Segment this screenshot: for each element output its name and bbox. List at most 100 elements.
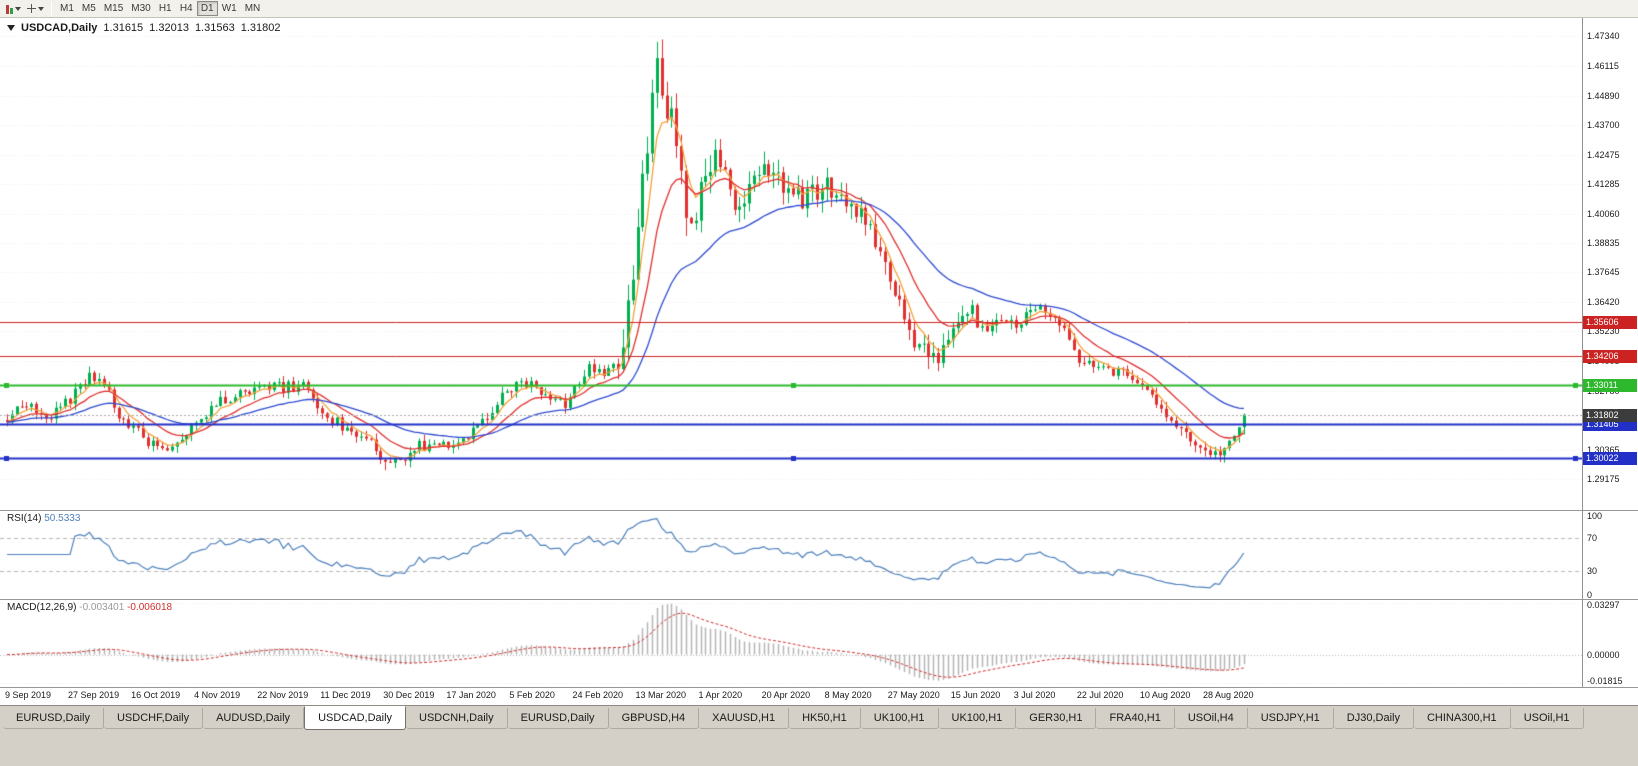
tab-usoil-h1[interactable]: USOil,H1 (1510, 708, 1584, 729)
current-price-badge: 1.31802 (1583, 408, 1637, 422)
tab-ger30-h1[interactable]: GER30,H1 (1016, 708, 1097, 729)
chevron-down-icon (15, 6, 21, 11)
date-axis-label: 11 Dec 2019 (320, 690, 371, 700)
tab-usdcad-daily[interactable]: USDCAD,Daily (304, 706, 407, 730)
tab-uk100-h1[interactable]: UK100,H1 (860, 708, 939, 729)
price-axis-label: 1.40060 (1587, 208, 1620, 219)
date-axis-label: 10 Aug 2020 (1139, 690, 1191, 700)
tab-xauusd-h1[interactable]: XAUUSD,H1 (699, 708, 790, 729)
symbol-marker-icon (7, 25, 15, 31)
tab-dj30-daily[interactable]: DJ30,Daily (1333, 708, 1414, 729)
date-axis-label: 27 May 2020 (887, 690, 940, 700)
date-axis-label: 22 Jul 2020 (1076, 690, 1124, 700)
timeframe-button-d1[interactable]: D1 (196, 1, 218, 16)
timeframe-button-m15[interactable]: M15 (103, 3, 124, 14)
tab-china300-h1[interactable]: CHINA300,H1 (1413, 708, 1511, 729)
rsi-axis-label: 0 (1587, 590, 1593, 600)
symbol-label: USDCAD,Daily (21, 22, 98, 34)
date-axis-label: 5 Feb 2020 (509, 690, 555, 700)
rsi-axis-label: 70 (1587, 533, 1598, 544)
macd-value-signal: -0.006018 (127, 602, 173, 613)
price-axis-label: 1.42475 (1587, 149, 1620, 160)
ohlc-low: 1.31563 (194, 22, 235, 34)
price-axis-label: 1.44890 (1587, 90, 1620, 101)
date-axis-label: 13 Mar 2020 (635, 690, 687, 700)
ohlc-open: 1.31615 (103, 22, 144, 34)
price-line-badge: 1.35606 (1583, 316, 1637, 329)
macd-panel-separator[interactable] (0, 599, 1638, 600)
tab-eurusd-daily[interactable]: EURUSD,Daily (3, 708, 104, 729)
timeframe-button-m30[interactable]: M30 (131, 3, 151, 14)
tab-uk100-h1[interactable]: UK100,H1 (938, 708, 1017, 729)
date-axis-label: 27 Sep 2019 (68, 690, 120, 700)
price-axis-label: 1.29175 (1587, 473, 1620, 484)
timeframe-button-h1[interactable]: H1 (158, 3, 172, 14)
price-axis-label: 1.41285 (1587, 178, 1620, 189)
rsi-axis-label: 100 (1587, 511, 1603, 521)
macd-axis-label: -0.01815 (1587, 676, 1623, 686)
price-axis-label: 1.38835 (1587, 238, 1620, 249)
price-axis-label: 1.46115 (1587, 61, 1619, 72)
tab-eurusd-daily[interactable]: EURUSD,Daily (507, 708, 609, 729)
rsi-panel-separator[interactable] (0, 510, 1638, 511)
price-axis-label: 1.35230 (1587, 326, 1620, 337)
chevron-down-icon (38, 6, 44, 11)
rsi-title: RSI(14) (7, 513, 42, 524)
chart-type-button[interactable] (3, 1, 24, 16)
price-axis-label: 1.43700 (1587, 119, 1620, 130)
tab-audusd-daily[interactable]: AUDUSD,Daily (203, 708, 305, 729)
timeframe-button-mn[interactable]: MN (244, 3, 261, 14)
chart-window: USDCAD,Daily 1.31615 1.32013 1.31563 1.3… (0, 18, 1638, 705)
tab-hk50-h1[interactable]: HK50,H1 (789, 708, 861, 729)
date-axis-label: 3 Jul 2020 (1013, 690, 1056, 700)
toolbar-separator (51, 2, 52, 15)
price-chart-canvas[interactable] (0, 18, 1582, 687)
macd-title: MACD(12,26,9) (7, 602, 77, 613)
price-axis-label: 1.37645 (1587, 267, 1620, 278)
date-axis-label: 4 Nov 2019 (194, 690, 241, 700)
price-axis-label: 1.47340 (1587, 31, 1620, 42)
tab-usdchf-daily[interactable]: USDCHF,Daily (103, 708, 204, 729)
rsi-axis-label: 30 (1587, 565, 1598, 576)
tab-usdjpy-h1[interactable]: USDJPY,H1 (1247, 708, 1334, 729)
ohlc-close: 1.31802 (240, 22, 281, 34)
macd-value-main: -0.003401 (79, 602, 125, 613)
date-axis-label: 24 Feb 2020 (572, 690, 623, 700)
date-axis-label: 22 Nov 2019 (257, 690, 309, 700)
chart-header: USDCAD,Daily 1.31615 1.32013 1.31563 1.3… (7, 22, 280, 34)
price-line-badge: 1.30022 (1583, 451, 1637, 465)
tab-usoil-h4[interactable]: USOil,H4 (1174, 708, 1248, 729)
timeframe-toolbar: M1 M5 M15 M30 H1 H4 D1 W1 MN (0, 0, 1638, 18)
date-axis-label: 28 Aug 2020 (1202, 690, 1254, 700)
tab-gbpusd-h4[interactable]: GBPUSD,H4 (608, 708, 700, 729)
chart-tabs-bar: EURUSD,Daily USDCHF,Daily AUDUSD,Daily USDC… (0, 705, 1638, 731)
price-line-badge: 1.34206 (1583, 350, 1637, 364)
timeframe-button-m1[interactable]: M1 (60, 3, 74, 14)
timeframe-button-h4[interactable]: H4 (179, 3, 193, 14)
crosshair-icon (27, 4, 36, 13)
rsi-value: 50.5333 (44, 513, 81, 524)
timeframe-button-w1[interactable]: W1 (221, 3, 237, 14)
rsi-header: RSI(14) 50.5333 (7, 513, 80, 524)
date-axis-label: 15 Jun 2020 (950, 690, 1001, 700)
date-axis-label: 16 Oct 2019 (131, 690, 181, 700)
timeframe-buttons: M1 M5 M15 M30 H1 H4 D1 W1 MN (56, 1, 264, 16)
date-axis-label: 17 Jan 2020 (446, 690, 496, 700)
macd-axis-label: 0.00000 (1587, 649, 1620, 660)
tab-fra40-h1[interactable]: FRA40,H1 (1096, 708, 1175, 729)
status-strip (0, 731, 1638, 766)
ohlc-high: 1.32013 (149, 22, 189, 34)
candles-icon (6, 4, 13, 14)
tab-usdcnh-daily[interactable]: USDCNH,Daily (406, 708, 508, 729)
price-line-badge: 1.33011 (1583, 379, 1637, 393)
timeframe-button-m5[interactable]: M5 (81, 3, 96, 14)
price-axis-label: 1.30365 (1587, 444, 1620, 455)
date-axis-label: 30 Dec 2019 (383, 690, 435, 700)
date-axis-label: 8 May 2020 (824, 690, 872, 700)
date-axis-separator (0, 687, 1638, 688)
crosshair-button[interactable] (24, 1, 47, 16)
date-axis-label: 20 Apr 2020 (761, 690, 811, 700)
macd-axis-label: 0.03297 (1587, 600, 1620, 610)
price-axis-separator (1582, 18, 1583, 687)
